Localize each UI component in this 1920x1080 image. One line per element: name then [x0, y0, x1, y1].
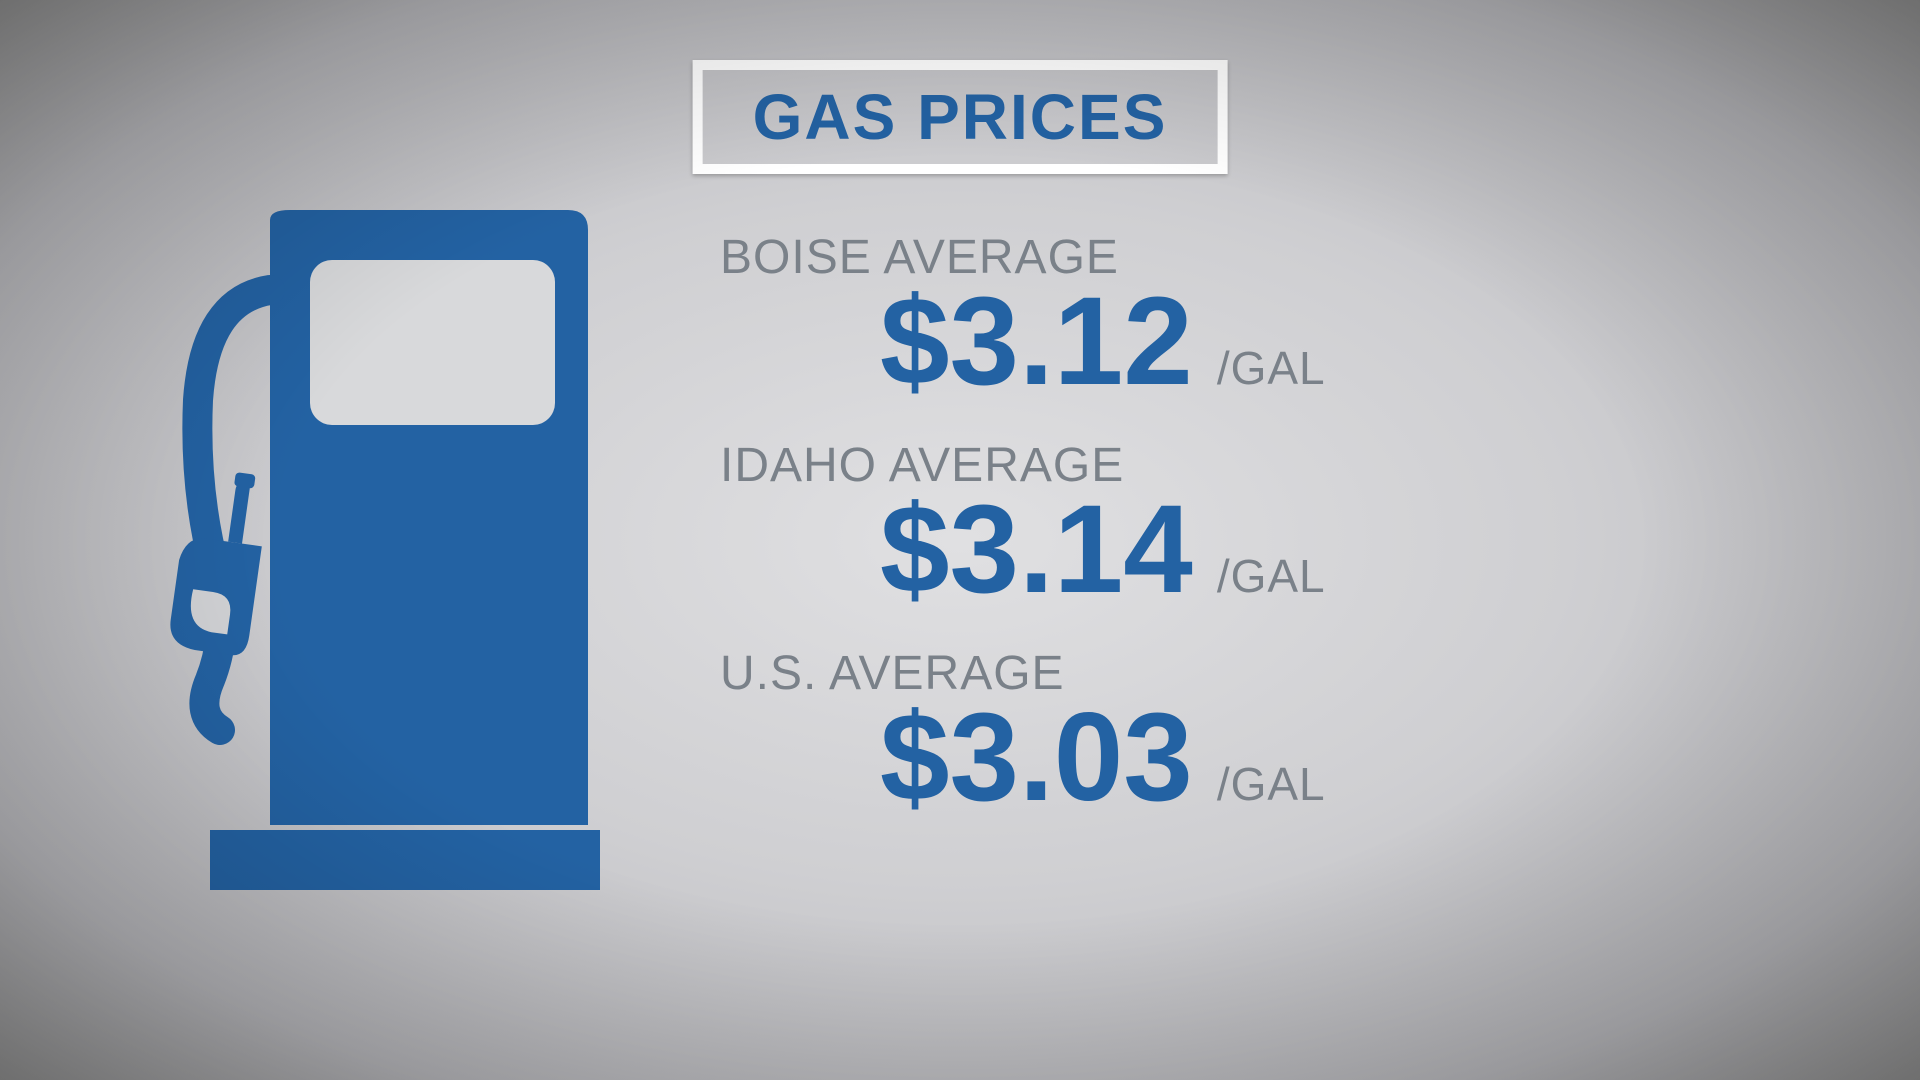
price-list: BOISE AVERAGE $3.12 /GAL IDAHO AVERAGE $… — [720, 230, 1600, 854]
entry-value-row: $3.12 /GAL — [720, 279, 1600, 404]
price-entry: U.S. AVERAGE $3.03 /GAL — [720, 646, 1600, 820]
page-title: GAS PRICES — [753, 80, 1168, 154]
entry-value-row: $3.03 /GAL — [720, 695, 1600, 820]
price-entry: BOISE AVERAGE $3.12 /GAL — [720, 230, 1600, 404]
entry-unit: /GAL — [1217, 341, 1326, 395]
entry-unit: /GAL — [1217, 549, 1326, 603]
entry-unit: /GAL — [1217, 757, 1326, 811]
title-box: GAS PRICES — [693, 60, 1228, 174]
entry-value-row: $3.14 /GAL — [720, 487, 1600, 612]
entry-price: $3.14 — [880, 487, 1193, 612]
gas-pump-icon — [170, 210, 630, 890]
price-entry: IDAHO AVERAGE $3.14 /GAL — [720, 438, 1600, 612]
entry-price: $3.12 — [880, 279, 1193, 404]
entry-price: $3.03 — [880, 695, 1193, 820]
